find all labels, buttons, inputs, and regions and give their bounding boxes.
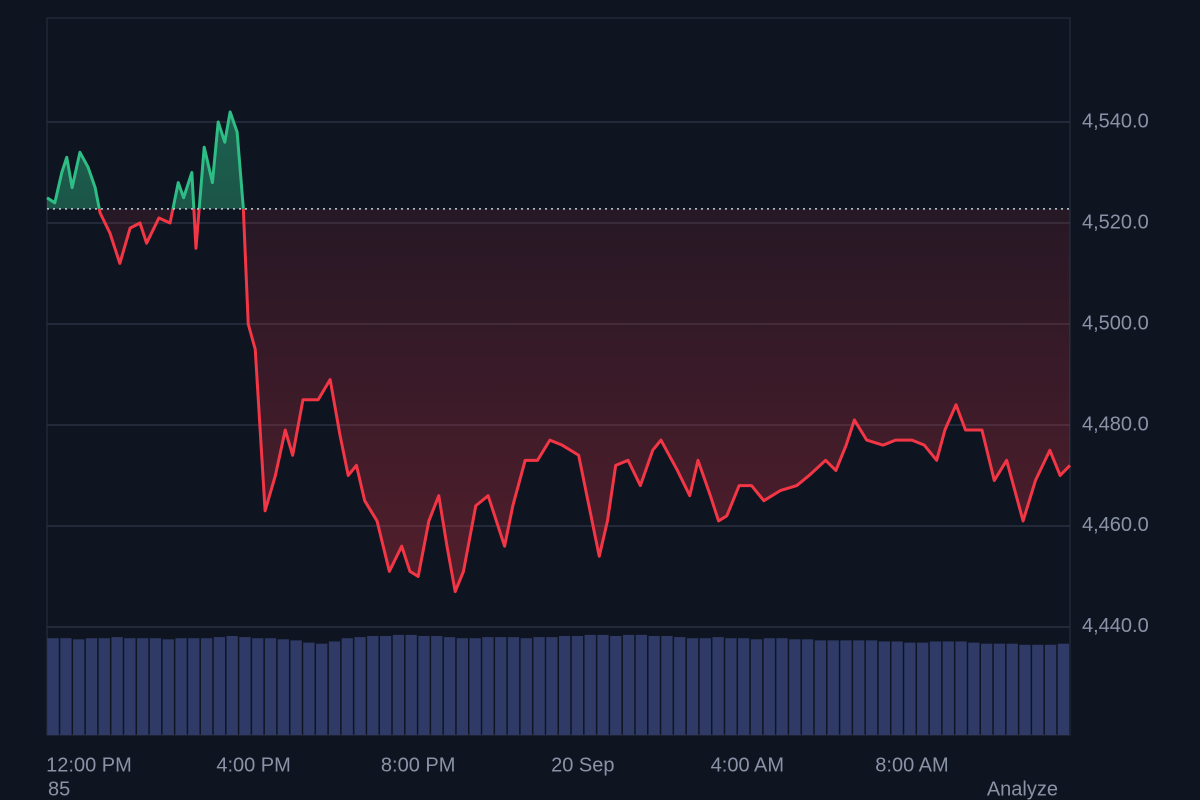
volume-bar xyxy=(712,637,724,735)
volume-bar xyxy=(316,643,328,735)
footer-left: 85 xyxy=(48,778,70,800)
volume-bar xyxy=(699,638,711,735)
volume-bar xyxy=(264,638,277,735)
volume-bar xyxy=(1057,643,1069,735)
volume-bar xyxy=(571,636,584,735)
volume-bar xyxy=(252,638,264,735)
volume-bar xyxy=(814,640,827,735)
volume-bar xyxy=(124,638,136,735)
volume-bar xyxy=(584,634,596,735)
volume-bar xyxy=(431,636,443,735)
volume-bar xyxy=(980,643,993,735)
volume-bar xyxy=(200,638,213,735)
volume-bar xyxy=(942,641,954,735)
x-tick-label: 4:00 PM xyxy=(216,754,290,776)
volume-bar xyxy=(188,638,200,735)
volume-bar xyxy=(85,638,98,735)
volume-bar xyxy=(277,639,289,735)
volume-bar xyxy=(47,638,59,735)
volume-bar xyxy=(367,636,379,735)
volume-bar xyxy=(559,636,571,735)
volume-bar xyxy=(955,641,967,735)
x-tick-label: 8:00 AM xyxy=(875,754,948,776)
volume-bar xyxy=(1019,644,1031,735)
x-tick-label: 8:00 PM xyxy=(381,754,455,776)
volume-bar xyxy=(405,634,417,735)
x-tick-label: 12:00 PM xyxy=(46,754,132,776)
volume-bar xyxy=(597,634,609,735)
volume-bar xyxy=(226,636,238,735)
volume-bar xyxy=(60,638,72,735)
volume-bar xyxy=(968,642,980,735)
volume-bar xyxy=(750,639,763,735)
volume-bar xyxy=(469,638,481,735)
volume-bar xyxy=(763,638,775,735)
volume-bar xyxy=(801,639,814,735)
volume-bar xyxy=(149,638,162,735)
volume-bar xyxy=(303,642,315,735)
volume-bar xyxy=(929,641,942,735)
volume-bar xyxy=(738,638,750,735)
volume-bar xyxy=(392,634,405,735)
volume-bar xyxy=(162,639,174,735)
footer-right[interactable]: Analyze xyxy=(987,778,1058,800)
y-tick-label: 4,540.0 xyxy=(1082,110,1149,132)
volume-bar xyxy=(213,637,226,735)
volume-bar xyxy=(482,637,494,735)
volume-bar xyxy=(239,637,251,735)
volume-bar xyxy=(635,634,648,735)
price-line-up xyxy=(46,110,245,209)
volume-bar xyxy=(891,641,903,735)
volume-bar xyxy=(546,637,558,735)
volume-bar xyxy=(379,636,392,735)
volume-bar xyxy=(993,643,1006,735)
volume-bar xyxy=(840,640,852,735)
volume-bar xyxy=(443,637,456,735)
volume-bar xyxy=(865,640,878,735)
volume-bar xyxy=(1044,644,1057,735)
volume-bar xyxy=(73,639,85,735)
area-down xyxy=(99,208,1070,592)
y-tick-label: 4,520.0 xyxy=(1082,211,1149,233)
volume-bar xyxy=(341,638,353,735)
volume-bar xyxy=(622,634,635,735)
y-tick-label: 4,440.0 xyxy=(1082,615,1149,637)
volume-bar xyxy=(418,636,430,735)
volume-bar xyxy=(1006,643,1018,735)
volume-bar xyxy=(917,642,929,735)
volume-bar xyxy=(904,642,916,735)
volume-bar xyxy=(827,640,839,735)
volume-bar xyxy=(1032,644,1044,735)
volume-bar xyxy=(98,638,110,735)
volume-bar xyxy=(495,637,507,735)
y-tick-label: 4,500.0 xyxy=(1082,312,1149,334)
y-tick-label: 4,480.0 xyxy=(1082,413,1149,435)
volume-bar xyxy=(648,636,660,735)
volume-bar xyxy=(328,641,341,735)
volume-bar xyxy=(686,638,699,735)
y-tick-label: 4,460.0 xyxy=(1082,514,1149,536)
volume-bar xyxy=(456,638,468,735)
volume-bar xyxy=(878,641,890,735)
volume-bar xyxy=(507,637,520,735)
volume-bar xyxy=(776,638,788,735)
volume-bar xyxy=(137,638,149,735)
volume-bar xyxy=(853,640,865,735)
volume-bar xyxy=(533,637,545,735)
price-line-down xyxy=(97,208,1072,594)
volume-bar xyxy=(175,638,187,735)
volume-bar xyxy=(111,637,123,735)
x-tick-label: 4:00 AM xyxy=(711,754,784,776)
volume-bar xyxy=(661,636,673,735)
x-tick-label: 20 Sep xyxy=(551,754,614,776)
volume-bar xyxy=(610,636,622,735)
volume-bar xyxy=(354,637,366,735)
volume-bar xyxy=(520,638,532,735)
volume-bar xyxy=(789,639,801,735)
volume-bar xyxy=(674,637,686,735)
volume-bar xyxy=(290,640,302,735)
volume-bar xyxy=(725,638,737,735)
